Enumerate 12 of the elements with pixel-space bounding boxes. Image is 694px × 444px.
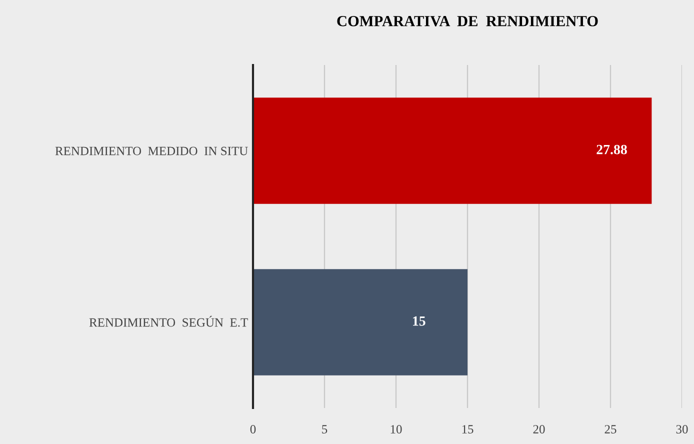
y-tick-label: RENDIMIENTO MEDIDO IN SITU — [55, 146, 248, 156]
data-label: 27.88 — [596, 144, 627, 154]
x-tick-label: 30 — [676, 425, 688, 434]
x-tick-label: 0 — [250, 425, 256, 434]
data-label: 15 — [413, 316, 426, 326]
x-tick-label: 25 — [604, 425, 616, 434]
x-tick-label: 5 — [322, 425, 328, 434]
x-tick-label: 20 — [533, 425, 545, 434]
x-tick-label: 10 — [390, 425, 402, 434]
y-tick-label: RENDIMIENTO SEGÚN E.T — [89, 316, 248, 327]
chart-title: COMPARATIVA DE RENDIMIENTO — [337, 16, 598, 26]
x-tick-label: 15 — [462, 425, 474, 434]
